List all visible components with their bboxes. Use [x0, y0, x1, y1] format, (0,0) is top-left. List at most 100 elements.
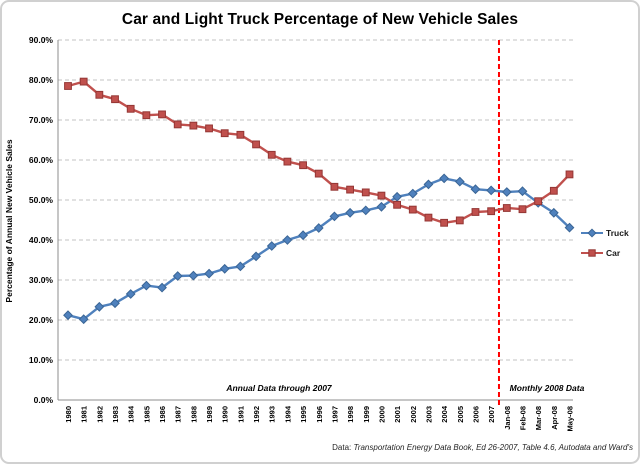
truck-marker: [157, 282, 167, 293]
x-tick-label: Jan-08: [503, 406, 512, 430]
truck-marker: [282, 235, 293, 245]
y-tick-label: 90.0%: [29, 35, 54, 45]
truck-marker: [172, 271, 183, 281]
legend-marker: [588, 249, 596, 257]
y-tick-label: 20.0%: [29, 315, 54, 325]
car-marker: [64, 82, 72, 90]
legend-label-car: Car: [606, 248, 621, 258]
annotation-monthly-data: Monthly 2008 Data: [509, 383, 585, 393]
x-tick-label: 1991: [236, 406, 245, 423]
x-tick-label: 1981: [80, 406, 89, 423]
truck-marker: [63, 310, 73, 321]
truck-marker: [486, 185, 497, 196]
x-tick-label: 1982: [95, 406, 104, 423]
truck-marker: [298, 230, 308, 241]
truck-marker: [235, 261, 246, 272]
legend: Truck Car: [580, 226, 629, 266]
y-tick-label: 30.0%: [29, 275, 54, 285]
y-tick-label: 10.0%: [29, 355, 54, 365]
truck-marker: [517, 186, 528, 197]
x-tick-label: 2002: [409, 406, 418, 423]
truck-marker: [548, 207, 559, 218]
y-tick-label: 70.0%: [29, 115, 54, 125]
truck-marker: [94, 301, 105, 312]
truck-marker: [78, 314, 89, 325]
car-marker: [173, 120, 182, 129]
truck-marker: [376, 201, 387, 212]
x-tick-label: 1998: [346, 406, 355, 423]
car-marker: [126, 104, 135, 113]
car-marker: [267, 150, 276, 159]
car-marker: [487, 207, 496, 216]
car-marker: [314, 169, 323, 178]
x-tick-label: 1986: [158, 406, 167, 423]
x-tick-label: Mar-08: [534, 406, 543, 430]
car-marker: [252, 140, 260, 149]
x-tick-label: 1989: [205, 406, 214, 423]
x-tick-label: 1993: [268, 406, 277, 423]
truck-marker: [188, 270, 199, 281]
y-tick-label: 50.0%: [29, 195, 54, 205]
car-marker: [205, 124, 213, 133]
car-marker: [346, 185, 354, 194]
car-marker: [377, 191, 386, 200]
annotation-annual-data: Annual Data through 2007: [226, 383, 332, 393]
truck-marker: [439, 173, 450, 184]
legend-marker: [587, 228, 597, 238]
x-tick-label: 2005: [456, 406, 465, 423]
truck-marker: [251, 251, 261, 262]
y-axis-title: Percentage of Annual New Vehicle Sales: [4, 139, 14, 303]
truck-marker: [423, 179, 434, 190]
truck-marker: [125, 289, 136, 299]
truck-marker: [470, 184, 481, 195]
x-tick-label: 1996: [315, 406, 324, 423]
truck-marker: [454, 176, 465, 187]
source-text: Transportation Energy Data Book, Ed 26-2…: [353, 443, 633, 452]
x-tick-label: 2006: [471, 406, 480, 423]
x-tick-label: 2007: [487, 406, 496, 423]
car-marker: [440, 218, 449, 227]
car-marker: [95, 90, 104, 99]
x-tick-label: 1987: [174, 406, 183, 423]
x-tick-label: Apr-08: [550, 406, 559, 430]
truck-marker: [266, 241, 277, 251]
car-marker: [565, 170, 574, 179]
truck-marker: [110, 298, 120, 309]
car-marker: [455, 216, 464, 225]
x-tick-label: 1997: [330, 406, 339, 423]
truck-series-marker-icon: [581, 228, 603, 238]
car-marker: [424, 213, 433, 222]
car-marker: [142, 111, 151, 120]
car-marker: [393, 200, 402, 209]
legend-item-car: Car: [580, 246, 629, 260]
x-tick-label: 1994: [283, 405, 292, 423]
car-marker: [220, 129, 229, 138]
x-tick-label: 1999: [362, 406, 371, 423]
car-marker: [111, 95, 119, 104]
car-marker: [549, 186, 558, 195]
truck-marker: [204, 268, 214, 279]
y-tick-label: 40.0%: [29, 235, 54, 245]
car-line: [67, 80, 571, 225]
y-tick-label: 0.0%: [34, 395, 54, 405]
car-marker: [502, 204, 511, 212]
x-tick-label: Feb-08: [518, 406, 527, 430]
car-marker: [299, 161, 307, 170]
car-marker: [518, 205, 527, 214]
x-tick-label: 1990: [221, 406, 230, 423]
truck-marker: [141, 280, 152, 291]
truck-marker: [219, 263, 230, 274]
legend-label-truck: Truck: [606, 228, 629, 238]
car-marker: [158, 110, 166, 119]
car-marker: [283, 157, 292, 166]
source-prefix: Data:: [332, 443, 352, 452]
truck-marker: [501, 187, 512, 197]
car-marker: [471, 208, 480, 216]
car-marker: [361, 188, 370, 197]
x-tick-label: 1992: [252, 406, 261, 423]
truck-marker: [329, 211, 340, 222]
x-tick-label: 1995: [299, 406, 308, 423]
x-tick-label: 2000: [377, 406, 386, 423]
